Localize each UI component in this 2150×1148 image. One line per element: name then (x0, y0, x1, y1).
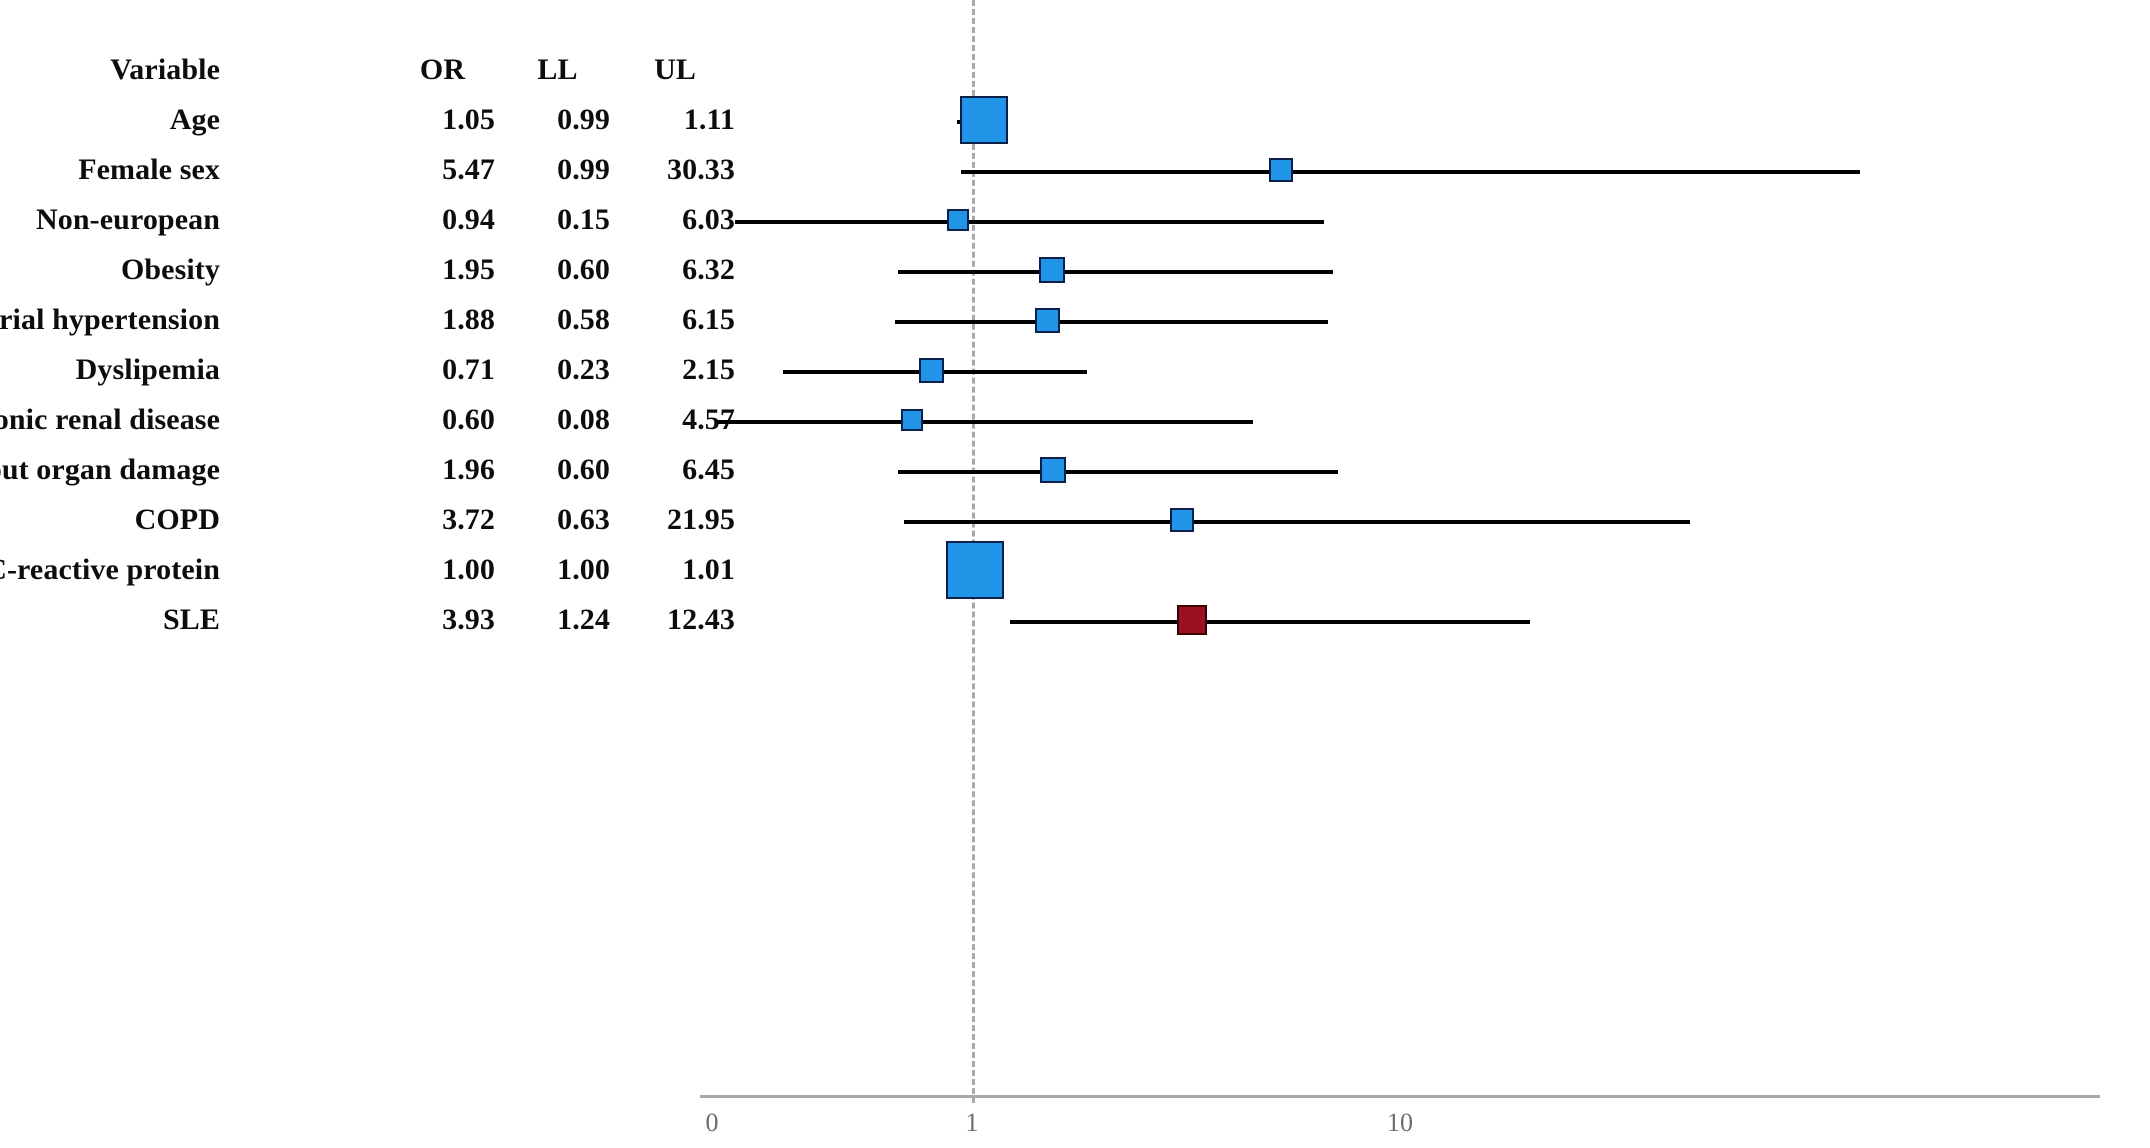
confidence-interval-line (895, 320, 1328, 324)
cell-or: 1.96 (442, 453, 495, 486)
cell-ul: 4.57 (682, 403, 735, 436)
cell-ul: 1.01 (682, 553, 735, 586)
column-header-or: OR (419, 53, 466, 86)
confidence-interval-line (735, 220, 1324, 224)
cell-ll: 1.00 (557, 553, 610, 586)
cell-ll: 0.58 (557, 303, 610, 336)
effect-marker (1170, 508, 1194, 532)
cell-variable: T2DM wthout organ damage (0, 453, 220, 486)
cell-variable: Female sex (78, 153, 220, 186)
cell-ll: 0.08 (557, 403, 610, 436)
reference-line (972, 0, 975, 1103)
cell-ll: 0.60 (557, 453, 610, 486)
cell-ul: 6.45 (682, 453, 735, 486)
effect-marker (918, 357, 944, 383)
table-header-row: Variable OR LL UL (0, 50, 740, 90)
cell-ul: 6.15 (682, 303, 735, 336)
effect-marker (1034, 307, 1060, 333)
cell-ul: 2.15 (682, 353, 735, 386)
table-row: Non-european 0.94 0.15 6.03 (0, 200, 740, 240)
column-header-variable: Variable (110, 53, 220, 86)
cell-ll: 1.24 (557, 603, 610, 636)
confidence-interval-line (972, 570, 978, 574)
table-row: COPD 3.72 0.63 21.95 (0, 500, 740, 540)
table-row: Age 1.05 0.99 1.11 (0, 100, 740, 140)
confidence-interval-line (783, 370, 1087, 374)
confidence-interval-line (961, 170, 1860, 174)
cell-variable: Obesity (120, 253, 220, 286)
x-tick-1: 1 (965, 1108, 979, 1137)
cell-or: 1.95 (442, 253, 495, 286)
confidence-interval-line (716, 420, 1253, 424)
x-axis-line (700, 1095, 2100, 1098)
cell-ll: 0.60 (557, 253, 610, 286)
effect-marker (946, 541, 1004, 599)
cell-or: 1.88 (442, 303, 495, 336)
effect-marker (1269, 158, 1293, 182)
effect-marker (947, 209, 969, 231)
cell-ll: 0.99 (557, 153, 610, 186)
effect-marker (960, 96, 1008, 144)
cell-ll: 0.63 (557, 503, 610, 536)
table-row: Female sex 5.47 0.99 30.33 (0, 150, 740, 190)
cell-variable: Chronic renal disease (0, 403, 220, 436)
cell-ul: 30.33 (667, 153, 735, 186)
cell-or: 3.72 (442, 503, 495, 536)
column-header-ul: UL (654, 53, 696, 86)
column-header-ll: LL (537, 53, 578, 86)
x-tick-10: 10 (1387, 1108, 1413, 1137)
cell-ll: 0.99 (557, 103, 610, 136)
effect-marker (1039, 257, 1065, 283)
cell-or: 0.60 (442, 403, 495, 436)
table-row: Obesity 1.95 0.60 6.32 (0, 250, 740, 290)
table-row: T2DM wthout organ damage 1.96 0.60 6.45 (0, 450, 740, 490)
confidence-interval-line (898, 470, 1338, 474)
cell-ul: 21.95 (667, 503, 735, 536)
cell-ul: 6.32 (682, 253, 735, 286)
cell-variable: COPD (134, 503, 220, 536)
cell-variable: Age (169, 103, 220, 136)
effect-marker (901, 409, 923, 431)
cell-ll: 0.23 (557, 353, 610, 386)
table-row: Chronic renal disease 0.60 0.08 4.57 (0, 400, 740, 440)
table-row: C-reactive protein 1.00 1.00 1.01 (0, 550, 740, 590)
cell-variable: Arterial hypertension (0, 303, 220, 336)
cell-ul: 6.03 (682, 203, 735, 236)
cell-variable: SLE (162, 603, 220, 636)
cell-or: 0.94 (442, 203, 495, 236)
confidence-interval-line (1010, 620, 1530, 624)
cell-or: 3.93 (442, 603, 495, 636)
results-table: Variable OR LL UL Age 1.05 0.99 1.11 Female … (0, 0, 760, 1148)
cell-or: 0.71 (442, 353, 495, 386)
table-row: Arterial hypertension 1.88 0.58 6.15 (0, 300, 740, 340)
confidence-interval-line (904, 520, 1690, 524)
cell-or: 1.05 (442, 103, 495, 136)
cell-or: 5.47 (442, 153, 495, 186)
cell-or: 1.00 (442, 553, 495, 586)
cell-variable: Dyslipemia (75, 353, 220, 386)
cell-ll: 0.15 (557, 203, 610, 236)
effect-marker (1040, 457, 1066, 483)
table-row: Dyslipemia 0.71 0.23 2.15 (0, 350, 740, 390)
table-row: SLE 3.93 1.24 12.43 (0, 600, 740, 640)
cell-ul: 12.43 (667, 603, 735, 636)
confidence-interval-line (898, 270, 1333, 274)
cell-variable: Non-european (36, 203, 220, 236)
cell-variable: C-reactive protein (0, 553, 220, 586)
confidence-interval-line (957, 120, 1002, 124)
effect-marker (1177, 605, 1207, 635)
cell-ul: 1.11 (683, 103, 735, 136)
